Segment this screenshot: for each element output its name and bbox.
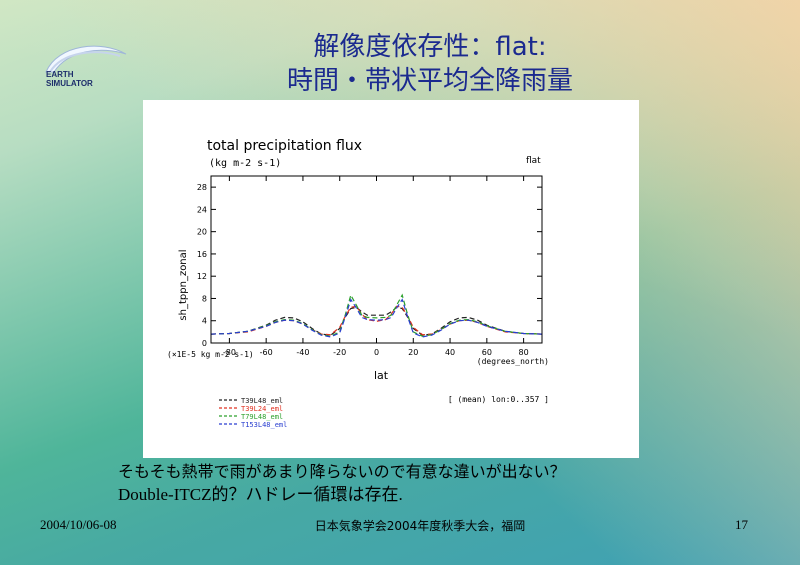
- legend-label: T79L48_eml: [241, 413, 283, 421]
- y-scale-label: (×1E-5 kg m-2 s-1): [167, 350, 254, 359]
- chart-title: total precipitation flux: [207, 138, 362, 154]
- x-tick-label: 60: [482, 348, 492, 357]
- mean-note: [ (mean) lon:0..357 ]: [448, 395, 549, 404]
- y-tick-label: 20: [197, 228, 207, 237]
- note-line-1: そもそも熱帯で雨があまり降らないので有意な違いが出ない？: [118, 462, 566, 481]
- y-tick-label: 8: [202, 294, 207, 303]
- legend: T39L48_emlT39L24_emlT79L48_emlT153L48_em…: [219, 397, 287, 429]
- x-tick-label: -40: [296, 348, 309, 357]
- y-tick-label: 0: [202, 339, 207, 348]
- chart-units: (kg m-2 s-1): [209, 158, 281, 169]
- y-tick-label: 16: [197, 250, 207, 259]
- series-line-T153L48_eml: [210, 298, 543, 338]
- series-line-T79L48_eml: [210, 293, 543, 337]
- plot-frame: [210, 175, 543, 344]
- footer-date: 2004/10/06-08: [40, 517, 117, 532]
- x-tick-label: 0: [374, 348, 379, 357]
- series-lines: [210, 293, 543, 338]
- y-tick-label: 12: [197, 272, 207, 281]
- legend-label: T153L48_eml: [241, 421, 287, 429]
- chart-tag: flat: [526, 156, 541, 166]
- legend-label: T39L24_eml: [241, 405, 283, 413]
- precipitation-chart: total precipitation flux (kg m-2 s-1) fl…: [167, 138, 549, 429]
- logo-line-2: SIMULATOR: [46, 79, 93, 88]
- axis-ticks: -80 -60 -40 -20 0 20 40 60 80 0 4 8 12 16 20 24 28: [197, 176, 542, 357]
- x-tick-label: 20: [408, 348, 418, 357]
- y-tick-label: 4: [202, 317, 207, 326]
- x-tick-label: 80: [519, 348, 529, 357]
- x-tick-label: 40: [445, 348, 455, 357]
- x-tick-label: -60: [260, 348, 273, 357]
- series-line-T39L24_eml: [210, 305, 543, 336]
- x-unit-label: (degrees_north): [477, 357, 549, 366]
- x-tick-label: -20: [333, 348, 346, 357]
- logo-line-1: EARTH: [46, 70, 74, 79]
- legend-label: T39L48_eml: [241, 397, 283, 405]
- slide-title-line-1: 解像度依存性：flat:: [313, 32, 547, 62]
- logo-text: EARTH SIMULATOR: [46, 70, 93, 88]
- y-axis-label: sh_tppn_zonal: [178, 249, 189, 320]
- y-tick-label: 24: [197, 205, 207, 214]
- x-axis-label: lat: [374, 369, 389, 382]
- slide-title: 解像度依存性：flat: 時間・帯状平均全降雨量: [200, 30, 660, 98]
- y-tick-label: 28: [197, 183, 207, 192]
- x-tick-label: -80: [223, 348, 236, 357]
- chart-panel: total precipitation flux (kg m-2 s-1) fl…: [143, 100, 639, 458]
- slide-title-line-2: 時間・帯状平均全降雨量: [286, 66, 573, 96]
- logo-swoosh-icon: [45, 45, 127, 73]
- note-line-2: Double-ITCZ的？ハドレー循環は存在.: [118, 485, 403, 504]
- footer-meeting: 日本気象学会2004年度秋季大会，福岡: [314, 519, 526, 533]
- earth-simulator-logo: [45, 45, 127, 73]
- series-line-T39L48_eml: [210, 306, 543, 336]
- page-number: 17: [735, 517, 748, 532]
